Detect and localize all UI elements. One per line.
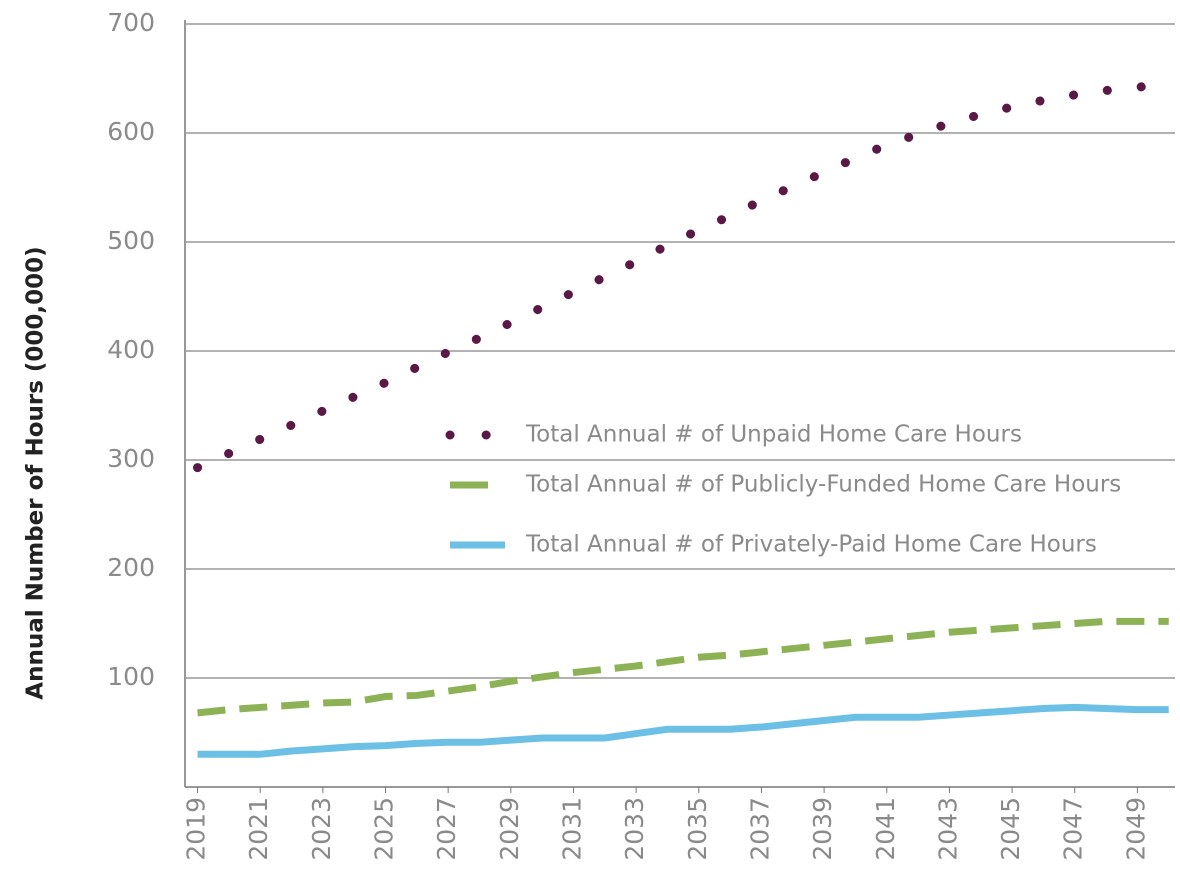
y-tick-label: 600	[107, 117, 155, 146]
y-tick-label: 700	[107, 8, 155, 37]
x-tick-label: 2029	[495, 797, 524, 861]
x-tick-label: 2041	[871, 797, 900, 861]
x-tick-label: 2031	[557, 797, 586, 861]
y-tick-label: 100	[107, 662, 155, 691]
x-tick-label: 2043	[933, 797, 962, 861]
legend-label: Total Annual # of Unpaid Home Care Hours	[525, 422, 1022, 448]
series-line	[197, 703, 1169, 758]
x-tick-label: 2049	[1121, 797, 1150, 861]
y-tick-label: 500	[107, 226, 155, 255]
series-line	[197, 617, 1169, 717]
x-tick-label: 2039	[808, 797, 837, 861]
x-tick-label: 2021	[244, 797, 273, 861]
x-tick-label: 2019	[182, 797, 211, 861]
y-tick-label: 200	[107, 553, 155, 582]
x-tick-label: 2045	[996, 797, 1025, 861]
x-tick-label: 2037	[745, 797, 774, 861]
series-line	[193, 79, 1174, 473]
x-tick-label: 2025	[370, 797, 399, 861]
y-axis-label: Annual Number of Hours (000,000)	[23, 246, 49, 699]
x-tick-label: 2033	[620, 797, 649, 861]
x-tick-label: 2047	[1059, 797, 1088, 861]
x-tick-label: 2023	[307, 797, 336, 861]
y-tick-label: 300	[107, 444, 155, 473]
y-tick-label: 400	[107, 335, 155, 364]
legend-label: Total Annual # of Privately-Paid Home Ca…	[525, 532, 1097, 558]
x-tick-label: 2035	[683, 797, 712, 861]
x-tick-label: 2027	[432, 797, 461, 861]
legend-label: Total Annual # of Publicly-Funded Home C…	[525, 472, 1121, 498]
